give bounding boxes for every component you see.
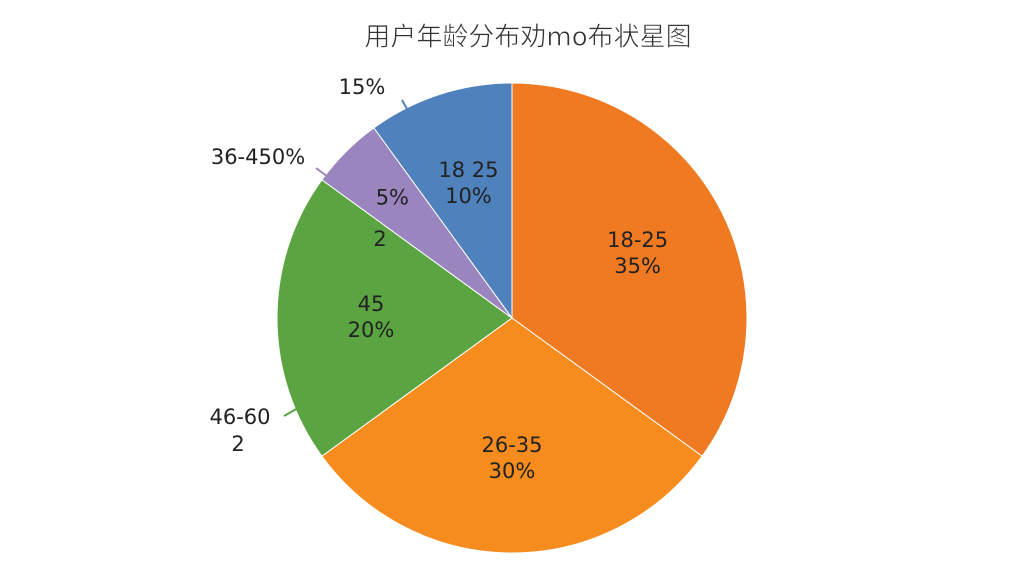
pie-slice [321, 317, 703, 554]
pie-slice [373, 82, 513, 320]
chart-title: 用户年龄分布劝mo布状星图 [364, 23, 691, 53]
annotation: 15% [339, 75, 386, 99]
slice-value-label: 20% [348, 318, 395, 342]
slice-label: 18 25 [438, 158, 498, 182]
slice-value-label: 10% [445, 184, 492, 208]
slice-value-label: 35% [614, 254, 661, 278]
pie-slice [511, 82, 748, 457]
slice-label: 18-25 [607, 228, 668, 252]
annotation: 46-60 [209, 405, 270, 429]
slice-value-label: 30% [489, 459, 536, 483]
pie-slice [276, 179, 513, 457]
annotation: 2 [231, 432, 244, 456]
slice-label: 45 [358, 292, 385, 316]
leader-line [401, 99, 413, 119]
slice-value-label: 5% [376, 185, 409, 209]
leader-line [315, 167, 333, 181]
annotation: 36-450% [211, 145, 305, 169]
annotation: 2 [373, 227, 386, 251]
leader-line [283, 407, 299, 417]
slice-label: 26-35 [481, 433, 542, 457]
